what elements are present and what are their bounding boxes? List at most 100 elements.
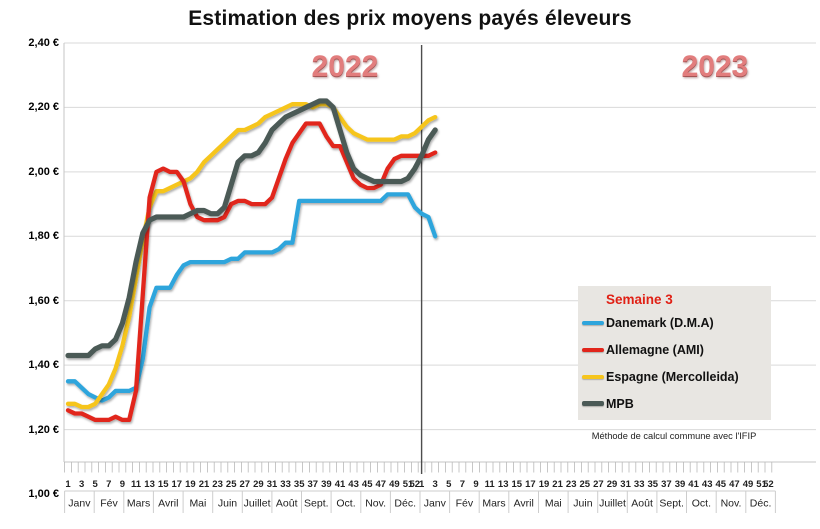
legend-entries: Danemark (D.M.A) Allemagne (AMI) Espagne (… xyxy=(582,309,771,417)
series-line-danemark-d-m-a xyxy=(65,192,438,403)
legend-swatch-icon xyxy=(582,374,604,379)
month-label: Juillet xyxy=(244,498,271,510)
week-number-label: 35 xyxy=(648,479,659,490)
week-number-label: 31 xyxy=(267,479,278,490)
month-label: Août xyxy=(631,498,653,510)
week-number-label: 52 xyxy=(763,479,774,490)
legend-entry-label: Allemagne (AMI) xyxy=(606,342,704,357)
month-label: Fév xyxy=(100,498,118,510)
month-label: Juin xyxy=(218,498,237,510)
week-number-label: 37 xyxy=(308,479,319,490)
chart-title: Estimation des prix moyens payés éleveur… xyxy=(188,7,632,30)
week-number-label: 21 xyxy=(199,479,210,490)
month-label: Fév xyxy=(456,498,474,510)
week-number-label: 23 xyxy=(212,479,223,490)
week-number-label: 13 xyxy=(498,479,509,490)
legend-entry: Allemagne (AMI) xyxy=(582,336,771,363)
week-number-label: 45 xyxy=(362,479,373,490)
month-label: Juillet xyxy=(599,498,626,510)
week-number-label: 1 xyxy=(65,479,71,490)
year-label-2022: 2022 xyxy=(311,50,379,83)
legend-swatch-icon xyxy=(582,320,604,325)
week-number-label: 52 xyxy=(410,479,421,490)
week-number-label: 25 xyxy=(580,479,591,490)
month-label: Juin xyxy=(573,498,592,510)
y-axis-label: 2,00 € xyxy=(28,165,59,178)
week-number-label: 39 xyxy=(675,479,686,490)
week-number-label: 15 xyxy=(512,479,523,490)
week-number-label: 15 xyxy=(158,479,169,490)
month-label: Mars xyxy=(127,498,150,510)
week-number-label: 5 xyxy=(446,479,452,490)
week-number-label: 43 xyxy=(702,479,713,490)
series-line-mpb xyxy=(65,98,438,359)
series-line-espagne-mercolleida xyxy=(65,102,438,410)
week-number-label: 9 xyxy=(473,479,478,490)
week-number-label: 35 xyxy=(294,479,305,490)
month-label: Déc. xyxy=(750,498,772,510)
week-number-label: 41 xyxy=(688,479,699,490)
month-label: Déc. xyxy=(394,498,416,510)
week-number-label: 39 xyxy=(321,479,332,490)
week-number-label: 5 xyxy=(93,479,99,490)
week-number-label: 51 xyxy=(403,479,414,490)
legend: Semaine 3 Danemark (D.M.A) Allemagne (AMI… xyxy=(578,286,771,420)
month-label: Nov. xyxy=(365,498,386,510)
legend-entry: Espagne (Mercolleida) xyxy=(582,363,771,390)
week-number-label: 7 xyxy=(460,479,465,490)
year-label-2023: 2023 xyxy=(681,50,749,83)
week-number-label: 23 xyxy=(566,479,577,490)
legend-heading: Semaine 3 xyxy=(606,292,673,307)
week-number-label: 3 xyxy=(433,479,438,490)
week-number-label: 11 xyxy=(485,479,496,490)
week-number-label: 7 xyxy=(106,479,111,490)
month-label: Avril xyxy=(158,498,178,510)
legend-entry: MPB xyxy=(582,390,771,417)
month-label: Août xyxy=(276,498,298,510)
y-axis-label: 1,40 € xyxy=(28,359,59,372)
week-number-label: 29 xyxy=(253,479,264,490)
month-label: Oct. xyxy=(692,498,711,510)
month-label: Sept. xyxy=(304,498,329,510)
month-label: Mars xyxy=(482,498,505,510)
week-number-label: 13 xyxy=(144,479,155,490)
week-number-label: 47 xyxy=(376,479,387,490)
week-number-label: 9 xyxy=(120,479,125,490)
y-axis-label: 2,20 € xyxy=(28,101,59,114)
month-label: Sept. xyxy=(659,498,684,510)
week-number-label: 19 xyxy=(185,479,196,490)
legend-entry-label: MPB xyxy=(606,396,634,411)
week-number-label: 1 xyxy=(419,479,425,490)
week-number-label: 19 xyxy=(539,479,550,490)
month-label: Nov. xyxy=(721,498,742,510)
week-number-label: 17 xyxy=(525,479,536,490)
week-number-label: 11 xyxy=(131,479,142,490)
legend-entry-label: Espagne (Mercolleida) xyxy=(606,369,739,384)
y-axis-label: 1,80 € xyxy=(28,230,59,243)
y-axis-label: 1,00 € xyxy=(28,488,59,500)
legend-swatch-icon xyxy=(582,401,604,406)
y-axis-label: 1,20 € xyxy=(28,423,59,436)
legend-entry: Danemark (D.M.A) xyxy=(582,309,771,336)
month-label: Oct. xyxy=(336,498,355,510)
month-label: Janv xyxy=(424,498,447,510)
week-number-label: 27 xyxy=(593,479,604,490)
week-number-label: 47 xyxy=(729,479,740,490)
week-number-label: 25 xyxy=(226,479,237,490)
series-line-allemagne-ami xyxy=(65,121,438,423)
week-number-label: 43 xyxy=(348,479,359,490)
week-number-label: 51 xyxy=(756,479,767,490)
legend-swatch-icon xyxy=(582,347,604,352)
week-number-label: 3 xyxy=(79,479,84,490)
week-number-label: 41 xyxy=(335,479,346,490)
week-number-label: 37 xyxy=(661,479,672,490)
month-label: Avril xyxy=(514,498,534,510)
month-label: Mai xyxy=(545,498,562,510)
week-number-label: 21 xyxy=(552,479,563,490)
week-number-label: 45 xyxy=(716,479,727,490)
week-number-label: 33 xyxy=(634,479,645,490)
month-label: Janv xyxy=(68,498,91,510)
week-number-label: 27 xyxy=(240,479,251,490)
